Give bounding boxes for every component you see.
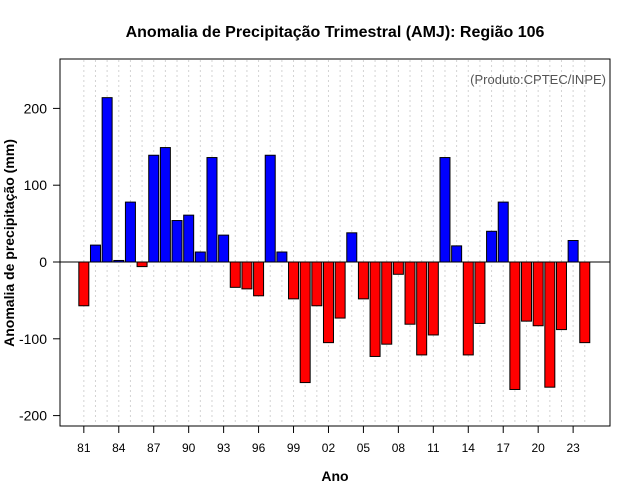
bar-2012 [439, 157, 451, 263]
y-tick-label: -100 [19, 331, 47, 347]
y-tick-label: 0 [39, 254, 47, 270]
bar-2009 [404, 261, 416, 325]
bar-2004 [346, 232, 358, 263]
bar-1992 [206, 157, 218, 263]
bar-1983 [101, 97, 113, 263]
bar-2022 [555, 261, 567, 331]
bar-1981 [78, 261, 90, 307]
bar-1994 [229, 261, 241, 288]
bar-2014 [462, 261, 474, 356]
bar-1995 [241, 261, 253, 290]
bar-2001 [311, 261, 323, 307]
bar-1993 [218, 234, 230, 263]
x-axis-label: Ano [321, 468, 348, 484]
bar-1987 [148, 154, 160, 263]
bar-2018 [509, 261, 521, 390]
bar-2003 [334, 261, 346, 319]
x-tick-label: 08 [392, 441, 406, 455]
bar-2011 [427, 261, 439, 336]
x-tick-label: 90 [182, 441, 196, 455]
bar-2008 [392, 261, 404, 275]
bar-1998 [276, 251, 288, 263]
y-axis-label: Anomalia de precipitação (mm) [1, 139, 17, 347]
x-tick-label: 02 [322, 441, 336, 455]
bar-2019 [521, 261, 533, 322]
bar-2007 [381, 261, 393, 345]
y-tick-label: 200 [24, 100, 48, 116]
bar-1984 [113, 259, 125, 263]
x-tick-label: 96 [252, 441, 266, 455]
bar-1982 [89, 244, 101, 263]
bars [78, 97, 591, 390]
bar-1986 [136, 261, 148, 268]
bar-1988 [159, 147, 171, 263]
x-tick-label: 14 [462, 441, 476, 455]
bar-1989 [171, 220, 183, 263]
x-tick-label: 99 [287, 441, 301, 455]
bar-2020 [532, 261, 544, 327]
y-tick-label: -200 [19, 408, 47, 424]
x-tick-label: 20 [531, 441, 545, 455]
chart-title: Anomalia de Precipitação Trimestral (AMJ… [126, 24, 545, 41]
bar-1996 [253, 261, 265, 297]
bar-2010 [416, 261, 428, 356]
bar-2024 [579, 261, 591, 344]
bar-2000 [299, 261, 311, 384]
bar-2017 [497, 201, 509, 263]
bar-2015 [474, 261, 486, 324]
x-tick-label: 17 [497, 441, 511, 455]
x-tick-label: 11 [427, 441, 440, 455]
y-tick-label: 100 [24, 177, 48, 193]
bar-2021 [544, 261, 556, 388]
bar-2016 [486, 230, 498, 263]
bar-2002 [322, 261, 334, 344]
bar-1985 [124, 201, 136, 263]
bar-2013 [451, 245, 463, 263]
x-tick-label: 05 [357, 441, 371, 455]
x-tick-label: 84 [112, 441, 126, 455]
bar-2006 [369, 261, 381, 357]
bar-2023 [567, 239, 579, 263]
x-axis: 81 84 87 90 93 96 99 02 05 08 11 14 17 20 23 [77, 426, 580, 455]
product-credit: (Produto:CPTEC/INPE) [470, 72, 606, 87]
bar-1997 [264, 154, 276, 263]
bar-1999 [288, 261, 300, 300]
plot-frame [59, 58, 611, 427]
x-tick-label: 81 [77, 441, 91, 455]
bar-1990 [183, 214, 195, 263]
x-tick-label: 93 [217, 441, 231, 455]
bar-2005 [357, 261, 369, 300]
y-axis: -200 -100 0 100 200 [19, 100, 60, 424]
x-tick-label: 23 [566, 441, 580, 455]
grid-lines [83, 60, 586, 425]
x-tick-label: 87 [147, 441, 161, 455]
bar-1991 [194, 251, 206, 263]
